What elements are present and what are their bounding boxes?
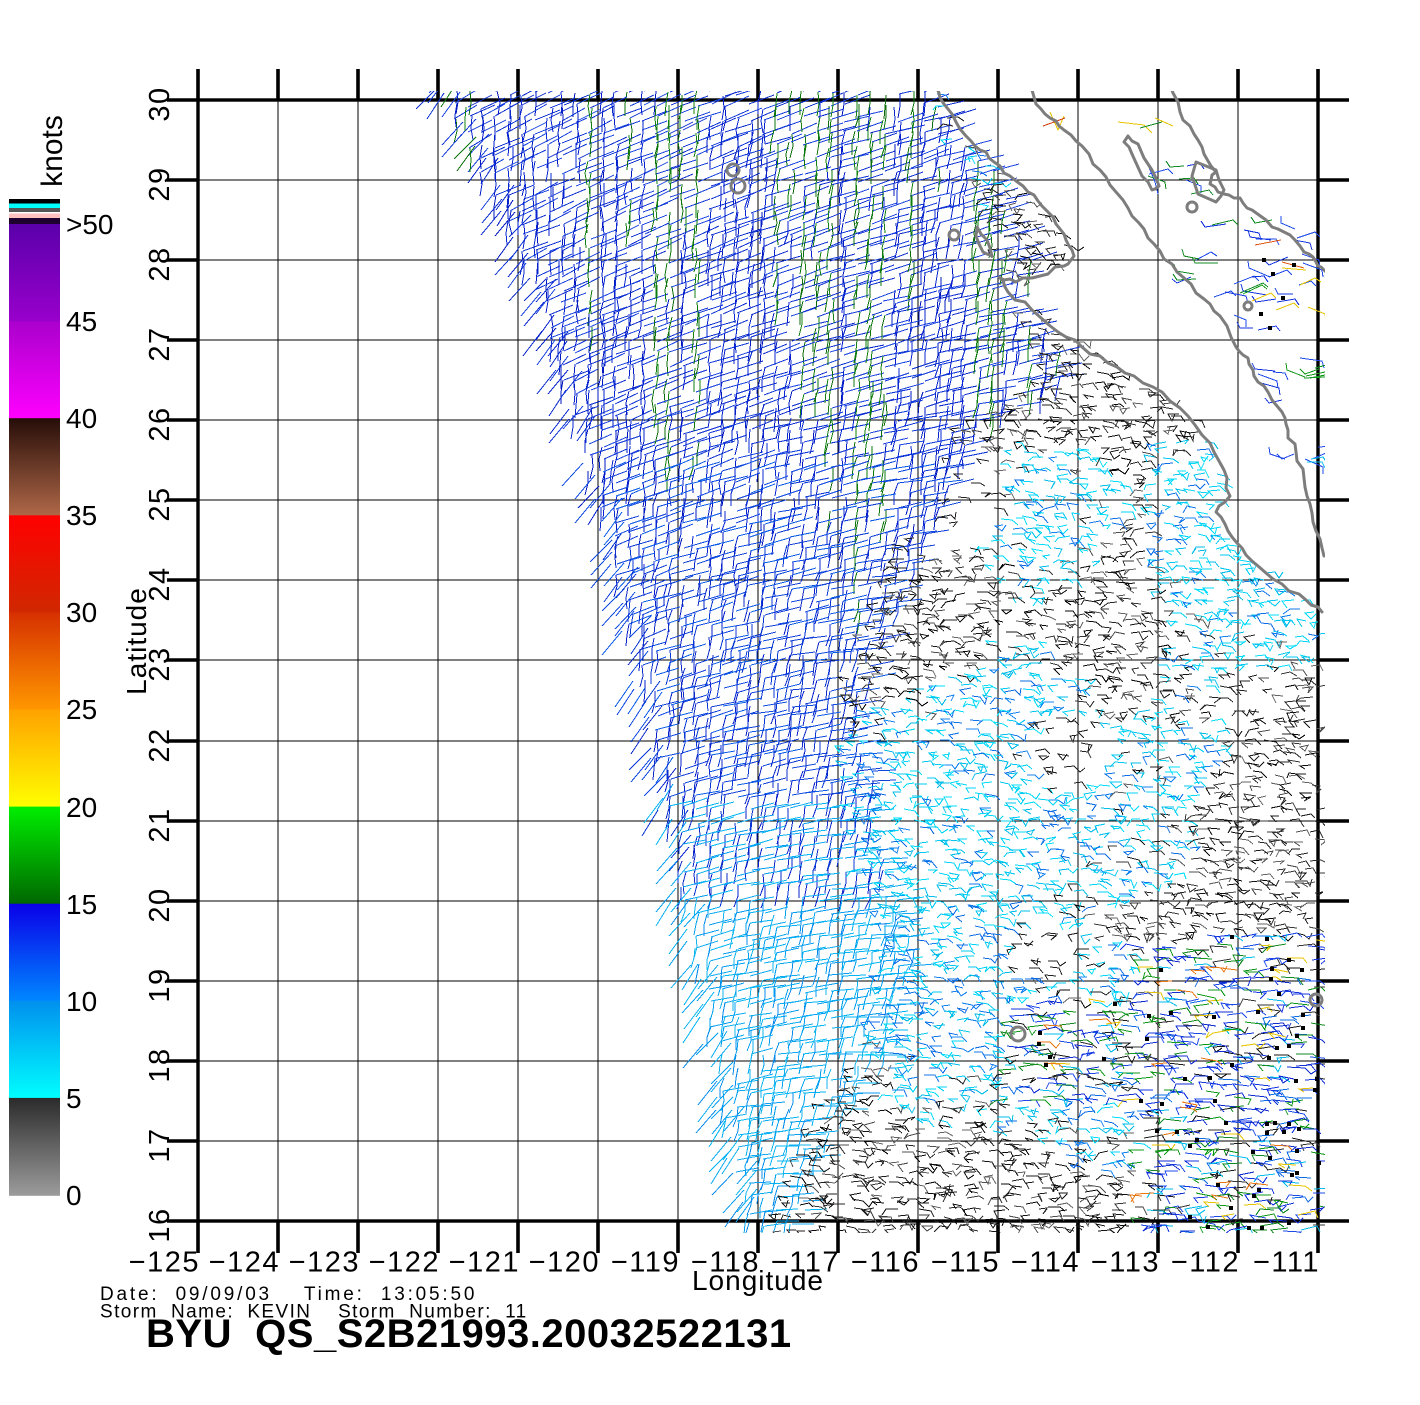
svg-text:−115: −115 xyxy=(931,1247,1000,1279)
svg-text:35: 35 xyxy=(66,500,97,531)
svg-text:−125: −125 xyxy=(129,1247,200,1279)
svg-text:18: 18 xyxy=(144,1047,176,1082)
svg-text:Storm Name: KEVIN Storm: Storm Name: KEVIN Storm Number: 11 xyxy=(100,1302,528,1323)
svg-text:Date: 09/09/03 Time: 13:0: Date: 09/09/03 Time: 13:05:50 xyxy=(100,1284,477,1305)
svg-text:−112: −112 xyxy=(1171,1247,1240,1279)
svg-text:−113: −113 xyxy=(1091,1247,1160,1279)
svg-text:24: 24 xyxy=(144,566,176,601)
svg-text:30: 30 xyxy=(144,86,176,121)
svg-text:Latitude: Latitude xyxy=(121,587,152,695)
svg-text:20: 20 xyxy=(144,887,176,922)
svg-text:−120: −120 xyxy=(529,1247,600,1279)
svg-text:−119: −119 xyxy=(611,1247,680,1279)
svg-text:5: 5 xyxy=(66,1083,82,1114)
svg-text:>50: >50 xyxy=(66,209,114,240)
svg-text:28: 28 xyxy=(144,246,176,281)
svg-text:BYU QS_S2B21993.20032522131: BYU QS_S2B21993.20032522131 xyxy=(146,1312,792,1356)
svg-text:20: 20 xyxy=(66,792,97,823)
svg-text:40: 40 xyxy=(66,403,97,434)
svg-text:45: 45 xyxy=(66,306,97,337)
svg-text:19: 19 xyxy=(144,967,176,1002)
svg-text:−118: −118 xyxy=(691,1247,760,1279)
svg-text:−124: −124 xyxy=(209,1247,280,1279)
svg-text:16: 16 xyxy=(144,1207,176,1242)
svg-text:−111: −111 xyxy=(1253,1247,1320,1279)
svg-text:30: 30 xyxy=(66,597,97,628)
svg-text:22: 22 xyxy=(144,727,176,762)
svg-text:−122: −122 xyxy=(369,1247,440,1279)
svg-text:−116: −116 xyxy=(851,1247,920,1279)
svg-text:29: 29 xyxy=(144,166,176,201)
svg-text:10: 10 xyxy=(66,986,97,1017)
svg-text:−123: −123 xyxy=(289,1247,360,1279)
svg-text:25: 25 xyxy=(66,694,97,725)
svg-text:0: 0 xyxy=(66,1180,82,1211)
svg-text:26: 26 xyxy=(144,406,176,441)
svg-text:27: 27 xyxy=(144,326,176,361)
svg-text:−114: −114 xyxy=(1011,1247,1080,1279)
svg-text:−117: −117 xyxy=(771,1247,840,1279)
svg-text:Longitude: Longitude xyxy=(692,1265,824,1296)
svg-text:−121: −121 xyxy=(449,1247,520,1279)
svg-text:21: 21 xyxy=(144,807,176,842)
svg-text:15: 15 xyxy=(66,889,97,920)
svg-text:knots: knots xyxy=(36,115,69,187)
svg-text:17: 17 xyxy=(144,1127,176,1162)
svg-text:23: 23 xyxy=(144,646,176,681)
svg-text:25: 25 xyxy=(144,486,176,521)
